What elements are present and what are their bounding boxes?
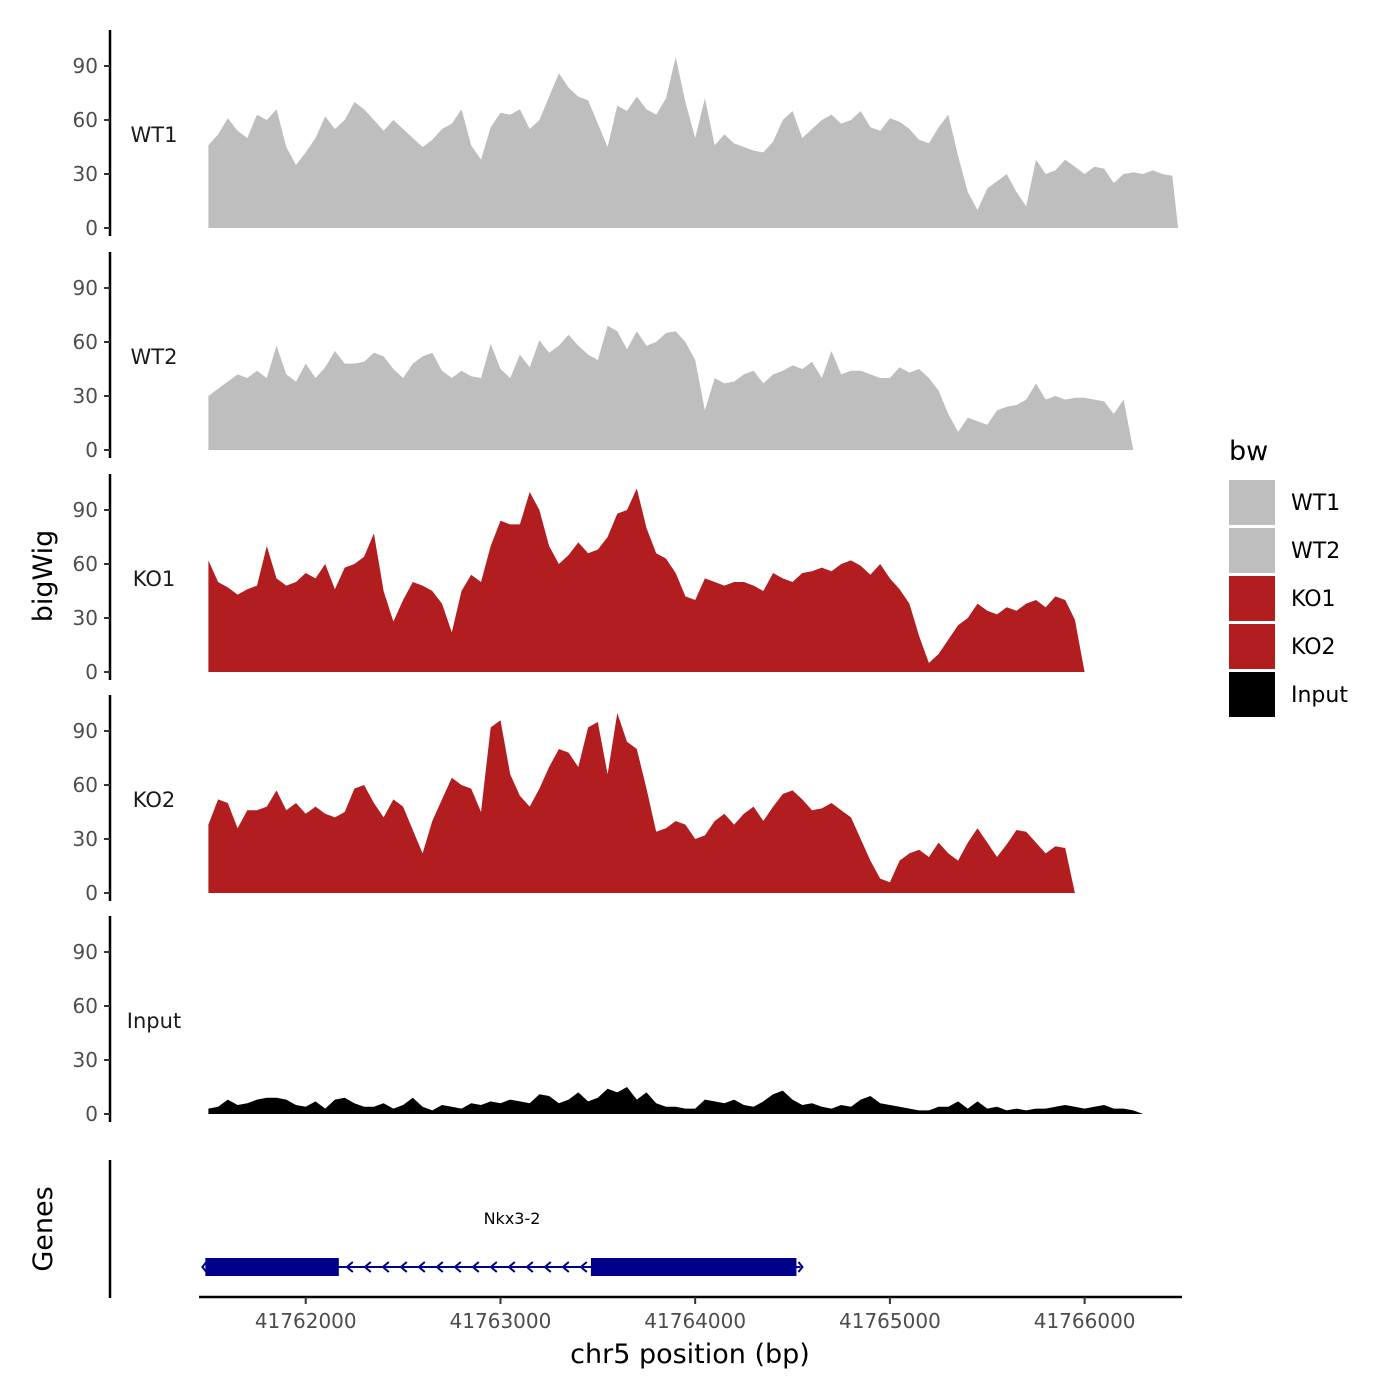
strand-arrow <box>579 1261 588 1273</box>
panel-label: WT1 <box>131 123 178 147</box>
area-ko2 <box>208 713 1182 893</box>
x-tick-label: 41766000 <box>1034 1309 1136 1333</box>
strand-arrow <box>381 1261 390 1273</box>
legend: bw WT1 WT2 KO1 KO2 Input <box>1229 436 1348 717</box>
panel-wt2: 0 30 60 90 WT2 <box>73 252 1179 462</box>
legend-swatch-ko2 <box>1229 624 1275 669</box>
area-input <box>208 1087 1179 1114</box>
gene-exon <box>205 1258 339 1276</box>
area-wt2 <box>208 325 1179 450</box>
y-tick-label: 0 <box>85 1102 98 1126</box>
panel-ko2: 0 30 60 90 KO2 <box>73 695 1182 905</box>
y-tick-label: 30 <box>73 384 98 408</box>
y-tick-label: 0 <box>85 216 98 240</box>
legend-title: bw <box>1229 436 1268 467</box>
panel-ko1: 0 30 60 90 KO1 <box>73 474 1179 684</box>
gene-track-title: Genes <box>28 1186 59 1271</box>
strand-arrow <box>363 1261 372 1273</box>
y-tick-label: 30 <box>73 1048 98 1072</box>
panel-label: Input <box>127 1009 181 1033</box>
legend-swatch-wt2 <box>1229 528 1275 573</box>
y-tick-label: 30 <box>73 162 98 186</box>
legend-swatch-input <box>1229 672 1275 717</box>
strand-arrow <box>399 1261 408 1273</box>
track-panels: 0 30 60 90 WT1 0 30 60 90 WT2 0 30 60 90 KO1 0 30 60 90 KO2… <box>73 30 1182 1126</box>
x-tick-label: 41764000 <box>644 1309 746 1333</box>
legend-label-ko1: KO1 <box>1291 587 1336 612</box>
y-tick-label: 90 <box>73 276 98 300</box>
legend-label-wt2: WT2 <box>1291 539 1340 564</box>
y-tick-label: 90 <box>73 719 98 743</box>
x-axis-title: chr5 position (bp) <box>570 1339 810 1370</box>
y-tick-label: 60 <box>73 773 98 797</box>
y-tick-label: 30 <box>73 606 98 630</box>
strand-arrow <box>435 1261 444 1273</box>
panel-wt1: 0 30 60 90 WT1 <box>73 30 1179 240</box>
gene-track: Nkx3-2 <box>108 1160 804 1298</box>
x-tick-label: 41763000 <box>450 1309 552 1333</box>
legend-swatch-ko1 <box>1229 576 1275 621</box>
strand-arrow <box>471 1261 480 1273</box>
x-axis: 41762000 41763000 41764000 41765000 41766000 <box>199 1295 1182 1333</box>
y-tick-label: 60 <box>73 108 98 132</box>
y-tick-label: 90 <box>73 940 98 964</box>
strand-arrow <box>417 1261 426 1273</box>
y-tick-label: 90 <box>73 54 98 78</box>
x-tick-label: 41765000 <box>839 1309 941 1333</box>
strand-arrow <box>201 1261 208 1273</box>
y-tick-label: 0 <box>85 438 98 462</box>
panel-label: KO2 <box>133 788 176 812</box>
area-ko1 <box>208 488 1179 672</box>
y-axis-title: bigWig <box>28 530 59 623</box>
area-wt1 <box>208 57 1179 228</box>
legend-label-ko2: KO2 <box>1291 635 1336 660</box>
strand-arrow <box>489 1261 498 1273</box>
strand-arrow <box>543 1261 552 1273</box>
strand-arrow <box>561 1261 570 1273</box>
legend-label-input: Input <box>1291 683 1348 708</box>
panel-label: KO1 <box>133 567 176 591</box>
y-tick-label: 60 <box>73 552 98 576</box>
strand-arrow <box>507 1261 516 1273</box>
y-tick-label: 60 <box>73 994 98 1018</box>
strand-arrow <box>797 1261 804 1273</box>
panel-label: WT2 <box>131 345 178 369</box>
gene-exon <box>590 1258 797 1276</box>
legend-label-wt1: WT1 <box>1291 491 1340 516</box>
gene-name-label: Nkx3-2 <box>484 1209 541 1228</box>
y-tick-label: 30 <box>73 827 98 851</box>
panel-input: 0 30 60 90 Input <box>73 916 1179 1126</box>
strand-arrow <box>453 1261 462 1273</box>
x-tick-label: 41762000 <box>255 1309 357 1333</box>
y-tick-label: 0 <box>85 660 98 684</box>
y-tick-label: 0 <box>85 881 98 905</box>
strand-arrow <box>345 1261 354 1273</box>
strand-arrow <box>525 1261 534 1273</box>
legend-swatch-wt1 <box>1229 480 1275 525</box>
y-tick-label: 90 <box>73 498 98 522</box>
y-tick-label: 60 <box>73 330 98 354</box>
